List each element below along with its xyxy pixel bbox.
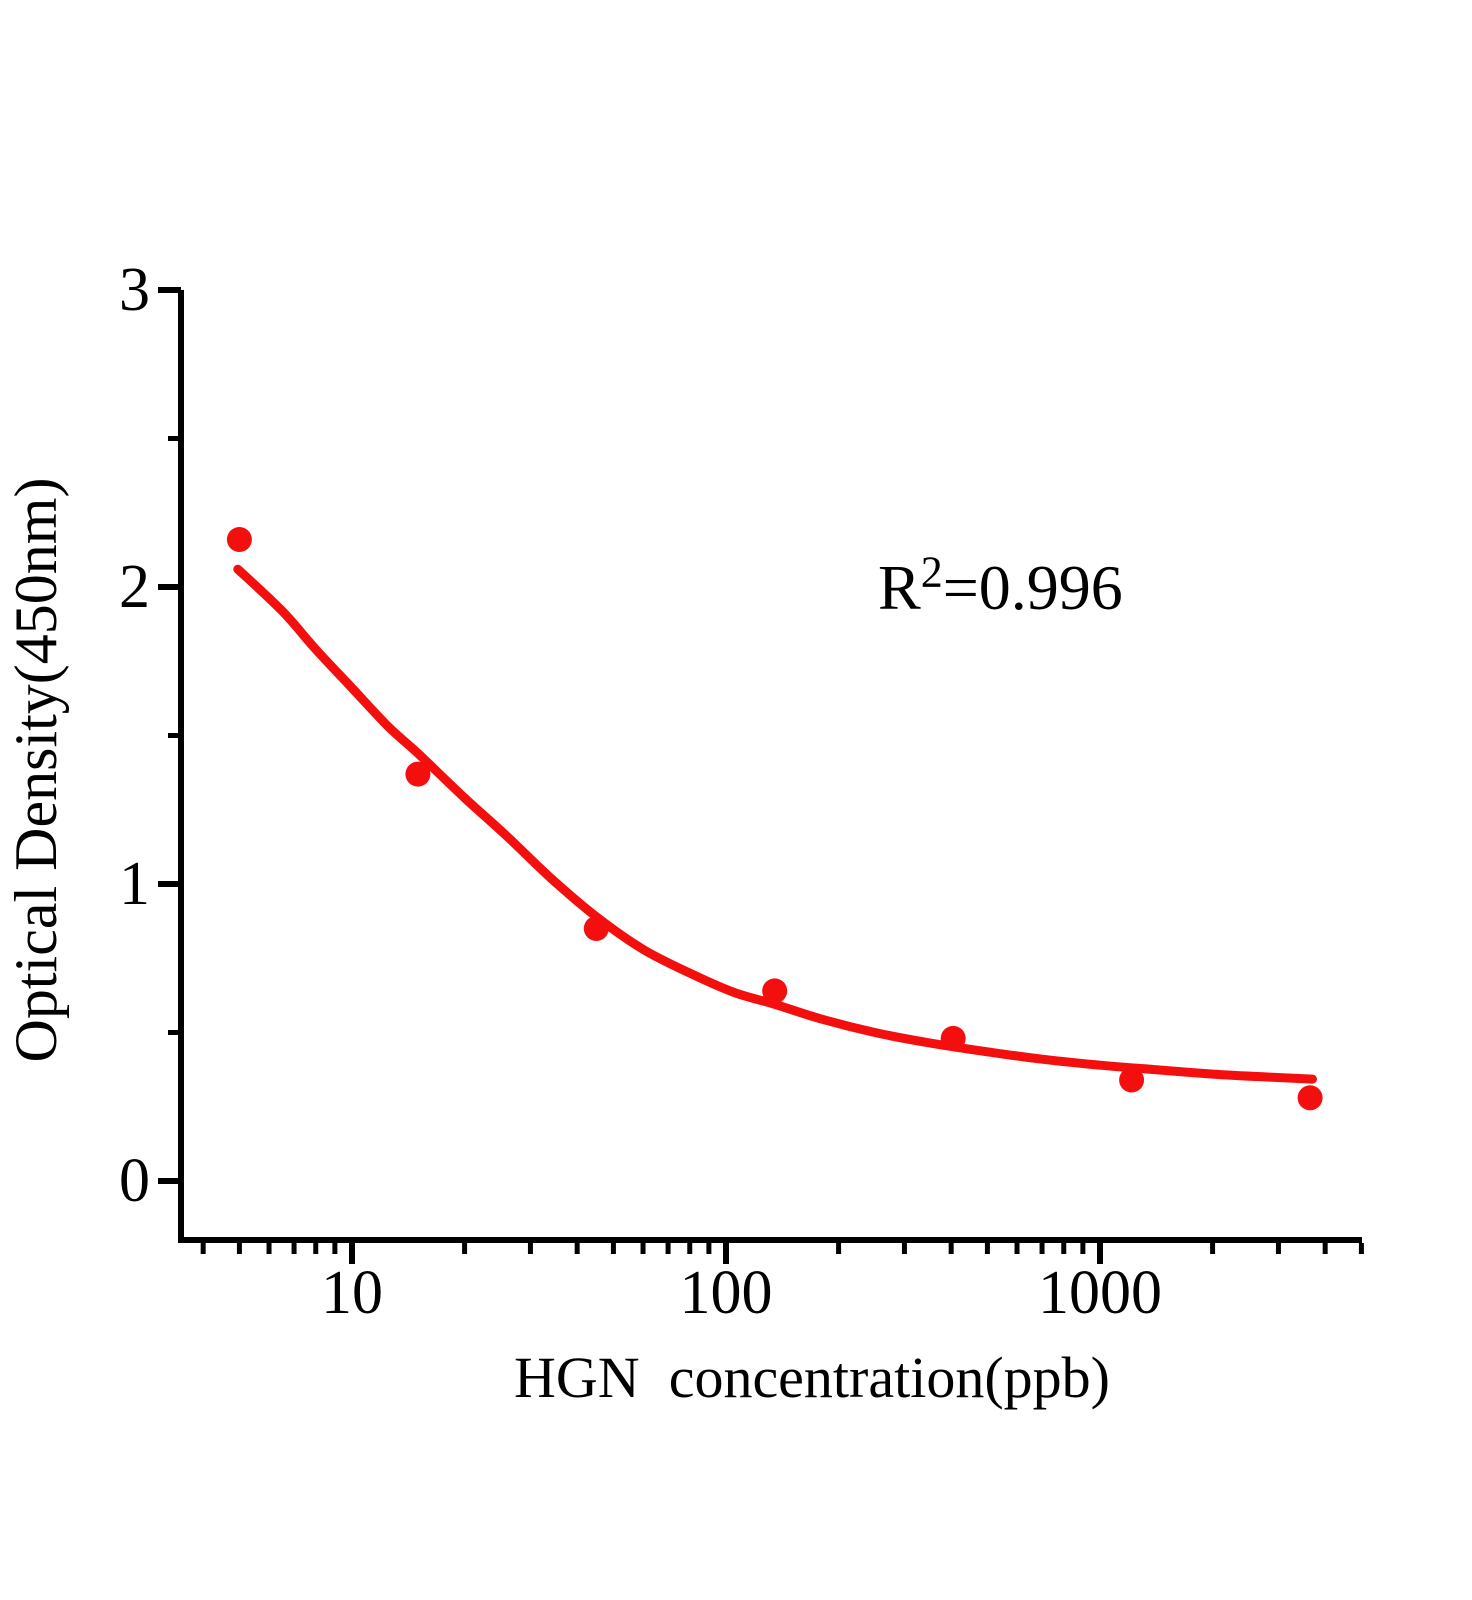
y-tick-label: 3 — [119, 256, 150, 324]
y-tick-label: 0 — [119, 1147, 150, 1215]
y-axis-title: Optical Density(450nm) — [3, 477, 69, 1063]
r-squared-value: =0.996 — [942, 552, 1123, 623]
x-tick-label: 100 — [680, 1259, 773, 1327]
y-tick-label: 1 — [119, 850, 150, 918]
r-squared-base: R — [878, 552, 921, 623]
x-axis-title: HGN concentration(ppb) — [514, 1345, 1110, 1410]
data-point — [226, 527, 252, 552]
fit-curve-line — [233, 564, 1317, 1084]
data-point — [940, 1025, 966, 1051]
x-tick-label: 1000 — [1038, 1259, 1162, 1327]
data-point — [405, 761, 431, 787]
data-point — [1119, 1067, 1145, 1093]
r-squared-exponent: 2 — [920, 547, 943, 597]
y-tick-label: 2 — [119, 553, 150, 621]
data-point — [583, 916, 609, 941]
data-point — [762, 978, 788, 1004]
data-point — [1297, 1085, 1323, 1111]
r-squared-annotation: R2=0.996 — [878, 550, 1123, 620]
x-tick-label: 10 — [321, 1259, 383, 1327]
